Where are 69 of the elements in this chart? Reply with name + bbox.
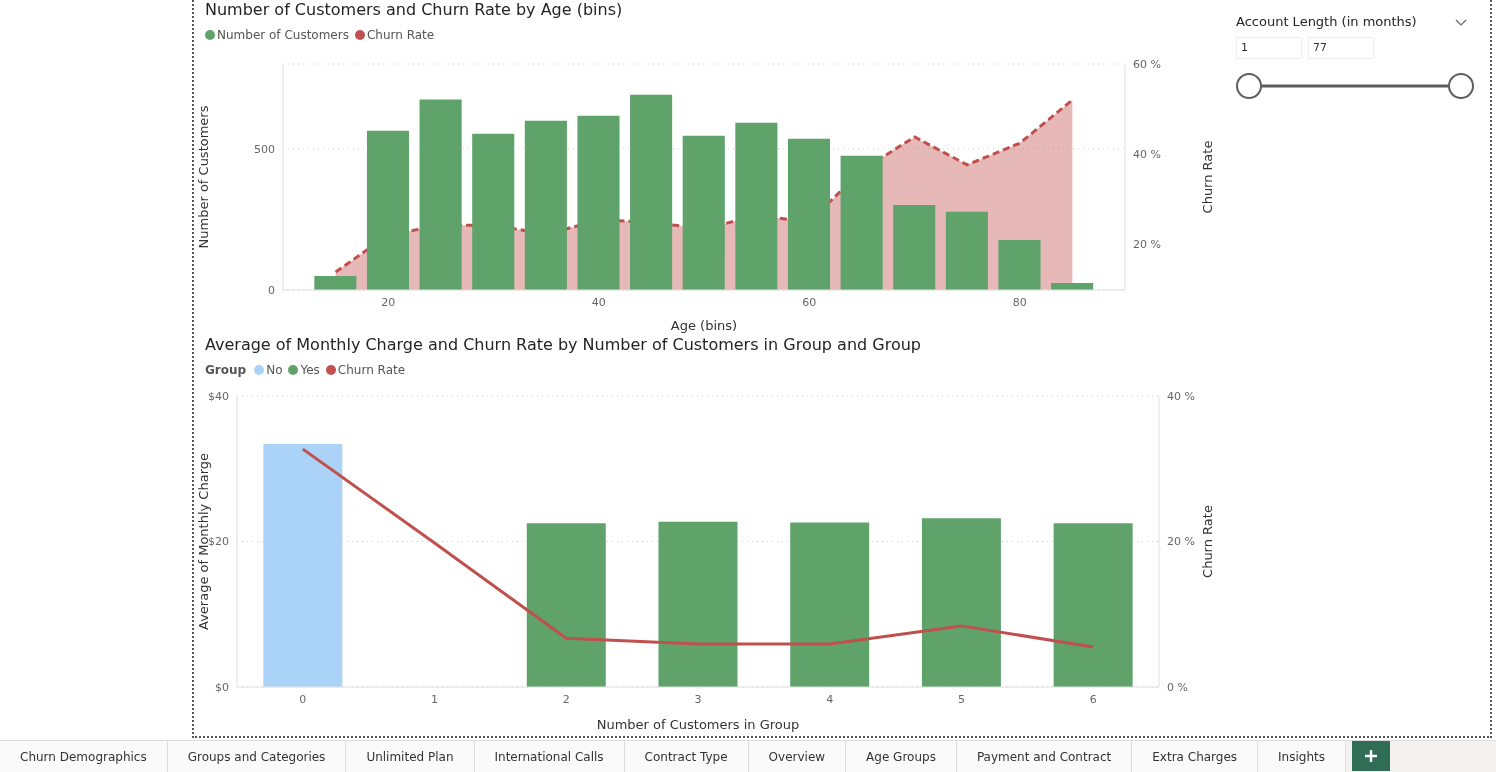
y-axis-title: Number of Customers (195, 105, 211, 249)
x-tick-label: 80 (1012, 295, 1027, 309)
text: Age Groups (846, 741, 957, 772)
chart-title: Number of Customers and Churn Rate by Age (bins) (204, 0, 624, 21)
y2-axis-title: Churn Rate (1199, 505, 1215, 578)
x-tick-label: 20 (381, 295, 396, 309)
text: Unlimited Plan (346, 741, 475, 772)
text-field: 77 (1308, 37, 1374, 59)
bar (840, 155, 883, 290)
y2-tick-label: 0 % (1167, 680, 1188, 694)
text: Churn Demographics (0, 741, 168, 772)
legend-label: Churn Rate (337, 363, 406, 377)
bar (366, 130, 410, 290)
bar (945, 211, 988, 290)
y-tick-label: 500 (254, 142, 275, 156)
bar (630, 94, 673, 290)
bar (419, 99, 462, 290)
legend-title: Group (205, 363, 247, 377)
text: Overview (748, 741, 847, 772)
bar (263, 444, 343, 687)
text-field: 1 (1236, 37, 1302, 59)
bar (472, 133, 515, 290)
x-tick-label: 5 (957, 692, 965, 706)
y2-axis-title: Churn Rate (1199, 140, 1215, 214)
bar (1053, 523, 1133, 687)
legend-label: No (266, 363, 283, 377)
y2-tick-label: 60 % (1133, 57, 1161, 71)
bar (893, 204, 936, 290)
x-axis-title: Age (bins) (670, 318, 738, 333)
text: Extra Charges (1132, 741, 1259, 772)
x-tick-label: 4 (826, 692, 834, 706)
y-axis-title: Average of Monthly Charge (195, 452, 211, 631)
bar (998, 240, 1041, 290)
x-axis-title: Number of Customers in Group (596, 717, 800, 732)
y-tick-label: $20 (208, 535, 229, 549)
y-tick-label: $0 (215, 680, 229, 694)
bar (577, 115, 620, 290)
text: Insights (1258, 741, 1346, 772)
x-tick-label: 2 (562, 692, 570, 706)
x-tick-label: 1 (431, 692, 439, 706)
bar (790, 522, 870, 687)
legend-label: Yes (300, 363, 320, 377)
bar (524, 120, 567, 290)
y-tick-label: $40 (208, 389, 229, 403)
bar (787, 138, 831, 290)
line-series (301, 447, 1095, 649)
x-tick-label: 6 (1089, 692, 1097, 706)
x-tick-label: 0 (299, 692, 307, 706)
y2-tick-label: 40 % (1167, 389, 1195, 403)
y2-tick-label: 20 % (1167, 535, 1195, 549)
bar (682, 135, 725, 290)
bar (658, 521, 738, 687)
text: Account Length (in months) (1235, 14, 1418, 29)
x-tick-label: 60 (802, 295, 817, 309)
bar (921, 518, 1001, 687)
chart-title: Average of Monthly Charge and Churn Rate by Number of Customers in Group and Group (204, 335, 922, 356)
x-tick-label: 3 (694, 692, 702, 706)
bar (314, 275, 357, 290)
x-tick-label: 40 (591, 295, 606, 309)
text: Groups and Categories (167, 741, 347, 772)
bar (526, 523, 606, 687)
bar (735, 122, 778, 290)
text: International Calls (474, 741, 625, 772)
text: Payment and Contract (956, 741, 1133, 772)
legend-label: Number of Customers (217, 28, 349, 42)
y2-tick-label: 20 % (1133, 237, 1161, 251)
y2-tick-label: 40 % (1133, 147, 1161, 161)
legend-label: Churn Rate (366, 28, 435, 42)
text: Contract Type (624, 741, 749, 772)
